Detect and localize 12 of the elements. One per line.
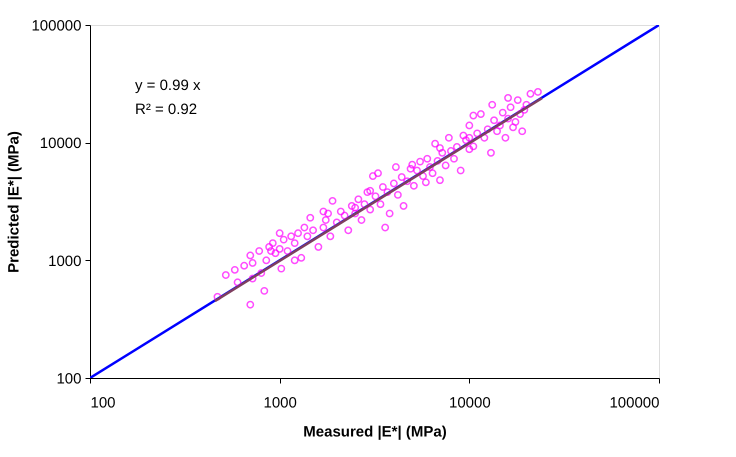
x-axis-title: Measured |E*| (MPa) xyxy=(303,424,447,440)
x-tick-label: 100 xyxy=(90,394,116,412)
y-axis-title: Predicted |E*| (MPa) xyxy=(5,131,22,273)
x-tick-label: 10000 xyxy=(448,394,491,412)
y-tick-label: 100 xyxy=(56,370,82,388)
annotation: R² = 0.92 xyxy=(135,101,198,118)
y-tick-label: 1000 xyxy=(48,252,82,270)
annotation: y = 0.99 x xyxy=(135,77,201,94)
y-tick-label: 100000 xyxy=(31,18,82,34)
x-tick-label: 1000 xyxy=(263,394,297,412)
x-tick-label: 100000 xyxy=(609,394,660,412)
y-tick-label: 10000 xyxy=(40,135,82,152)
